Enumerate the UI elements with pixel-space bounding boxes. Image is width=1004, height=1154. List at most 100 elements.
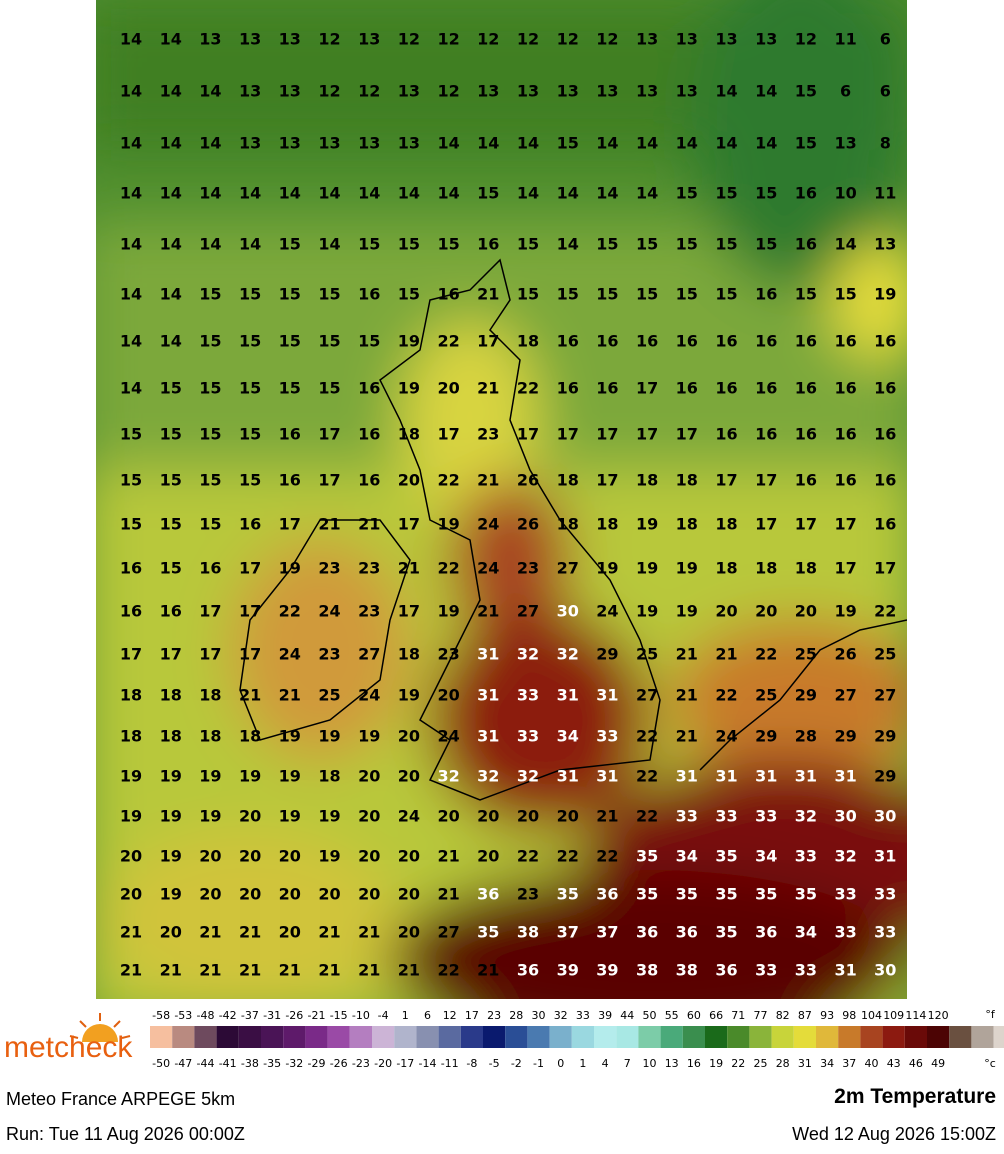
legend-swatch bbox=[727, 1026, 750, 1048]
temperature-label: 19 bbox=[318, 847, 340, 866]
celsius-label: 7 bbox=[624, 1057, 631, 1070]
temperature-label: 33 bbox=[596, 727, 618, 746]
temperature-label: 36 bbox=[676, 923, 698, 942]
temperature-label: 20 bbox=[279, 923, 301, 942]
temperature-label: 16 bbox=[755, 332, 777, 351]
legend-swatch bbox=[394, 1026, 417, 1048]
fahrenheit-label: -4 bbox=[378, 1009, 389, 1022]
temperature-label: 22 bbox=[715, 686, 737, 705]
temperature-label: 16 bbox=[715, 332, 737, 351]
temperature-label: 15 bbox=[279, 379, 301, 398]
temperature-label: 33 bbox=[755, 961, 777, 980]
temperature-label: 13 bbox=[755, 30, 777, 49]
temperature-label: 15 bbox=[795, 285, 817, 304]
temperature-label: 14 bbox=[120, 134, 142, 153]
temperature-label: 13 bbox=[358, 30, 380, 49]
temperature-label: 17 bbox=[636, 379, 658, 398]
celsius-label: -41 bbox=[219, 1057, 237, 1070]
temperature-label: 21 bbox=[160, 961, 182, 980]
temperature-label: 33 bbox=[517, 727, 539, 746]
unit-label: °f bbox=[985, 1008, 996, 1021]
legend-swatch bbox=[172, 1026, 195, 1048]
temperature-label: 31 bbox=[477, 645, 499, 664]
temperature-label: 21 bbox=[477, 602, 499, 621]
fahrenheit-label: 23 bbox=[487, 1009, 501, 1022]
fahrenheit-label: 77 bbox=[754, 1009, 768, 1022]
temperature-field bbox=[96, 0, 907, 999]
celsius-label: -17 bbox=[396, 1057, 414, 1070]
temperature-label: 15 bbox=[239, 471, 261, 490]
temperature-label: 20 bbox=[279, 847, 301, 866]
temperature-label: 16 bbox=[120, 602, 142, 621]
legend: °f °c metcheck -58 -53 -48 -42 -37 -31 -26 -21-… bbox=[4, 1008, 1004, 1070]
temperature-label: 35 bbox=[715, 885, 737, 904]
temperature-label: 14 bbox=[755, 82, 777, 101]
temperature-label: 17 bbox=[636, 425, 658, 444]
temperature-label: 13 bbox=[279, 30, 301, 49]
temperature-label: 14 bbox=[715, 82, 737, 101]
temperature-label: 18 bbox=[715, 559, 737, 578]
fahrenheit-label: 50 bbox=[643, 1009, 657, 1022]
legend-swatch bbox=[372, 1026, 395, 1048]
fahrenheit-label: 98 bbox=[842, 1009, 856, 1022]
temperature-label: 15 bbox=[557, 285, 579, 304]
temperature-label: 24 bbox=[477, 559, 499, 578]
legend-swatch bbox=[549, 1026, 572, 1048]
temperature-label: 19 bbox=[160, 885, 182, 904]
temperature-label: 20 bbox=[318, 885, 340, 904]
temperature-label: 34 bbox=[755, 847, 777, 866]
temperature-label: 14 bbox=[160, 82, 182, 101]
temperature-label: 12 bbox=[795, 30, 817, 49]
temperature-label: 13 bbox=[239, 82, 261, 101]
temperature-label: 14 bbox=[120, 235, 142, 254]
temperature-label: 22 bbox=[437, 961, 459, 980]
temperature-label: 21 bbox=[120, 923, 142, 942]
temperature-label: 27 bbox=[437, 923, 459, 942]
temperature-labels: 14 14 13 13 13 12 13 12 12 12 12 12 12 13 13 13 13 12 11 6 1… bbox=[120, 30, 897, 980]
temperature-label: 15 bbox=[279, 235, 301, 254]
fahrenheit-label: 44 bbox=[620, 1009, 634, 1022]
temperature-label: 15 bbox=[199, 285, 221, 304]
temperature-label: 12 bbox=[477, 30, 499, 49]
fahrenheit-label: 39 bbox=[598, 1009, 612, 1022]
celsius-label: -29 bbox=[308, 1057, 326, 1070]
celsius-label: -50 bbox=[152, 1057, 170, 1070]
legend-swatch bbox=[194, 1026, 217, 1048]
temperature-label: 21 bbox=[199, 923, 221, 942]
temperature-label: 20 bbox=[517, 807, 539, 826]
temperature-label: 19 bbox=[120, 767, 142, 786]
temperature-label: 31 bbox=[477, 686, 499, 705]
map: 14 14 13 13 13 12 13 12 12 12 12 12 12 13 13 13 13 12 11 6 1… bbox=[96, 0, 907, 999]
temperature-label: 19 bbox=[596, 559, 618, 578]
logo: metcheck bbox=[4, 1013, 133, 1064]
temperature-label: 14 bbox=[160, 184, 182, 203]
temperature-label: 17 bbox=[517, 425, 539, 444]
temperature-label: 15 bbox=[636, 235, 658, 254]
legend-swatch bbox=[793, 1026, 816, 1048]
legend-swatch bbox=[816, 1026, 839, 1048]
temperature-label: 16 bbox=[358, 379, 380, 398]
temperature-label: 13 bbox=[279, 134, 301, 153]
temperature-label: 16 bbox=[874, 379, 896, 398]
temperature-label: 23 bbox=[437, 645, 459, 664]
temperature-label: 19 bbox=[437, 515, 459, 534]
temperature-label: 19 bbox=[437, 602, 459, 621]
temperature-label: 22 bbox=[636, 727, 658, 746]
legend-swatch bbox=[749, 1026, 772, 1048]
temperature-label: 6 bbox=[880, 82, 891, 101]
temperature-label: 21 bbox=[279, 686, 301, 705]
temperature-label: 18 bbox=[160, 686, 182, 705]
legend-swatch bbox=[571, 1026, 594, 1048]
temperature-label: 35 bbox=[715, 847, 737, 866]
temperature-label: 32 bbox=[795, 807, 817, 826]
temperature-label: 13 bbox=[279, 82, 301, 101]
temperature-label: 15 bbox=[715, 285, 737, 304]
fahrenheit-label: 87 bbox=[798, 1009, 812, 1022]
temperature-label: 15 bbox=[795, 134, 817, 153]
temperature-label: 16 bbox=[834, 471, 856, 490]
temperature-label: 20 bbox=[120, 847, 142, 866]
legend-swatch bbox=[305, 1026, 328, 1048]
celsius-label: 46 bbox=[909, 1057, 923, 1070]
temperature-label: 22 bbox=[874, 602, 896, 621]
temperature-label: 14 bbox=[120, 379, 142, 398]
